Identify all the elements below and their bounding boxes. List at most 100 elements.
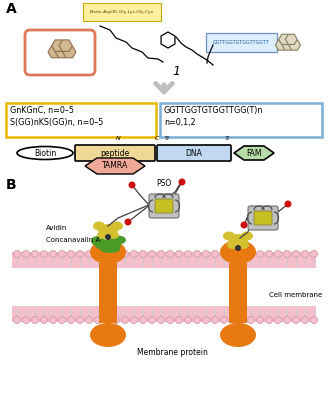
Ellipse shape — [100, 245, 120, 253]
Text: B: B — [6, 178, 17, 192]
Circle shape — [31, 250, 38, 258]
Polygon shape — [59, 40, 72, 52]
Circle shape — [178, 178, 186, 186]
Polygon shape — [279, 34, 291, 44]
Circle shape — [86, 316, 92, 324]
Polygon shape — [234, 146, 274, 160]
Circle shape — [113, 316, 119, 324]
FancyBboxPatch shape — [248, 206, 278, 230]
Circle shape — [175, 316, 182, 324]
Ellipse shape — [111, 222, 123, 230]
Circle shape — [256, 250, 263, 258]
Circle shape — [194, 316, 200, 324]
Circle shape — [58, 250, 66, 258]
Text: Biotin: Biotin — [34, 148, 56, 158]
Ellipse shape — [97, 231, 109, 239]
Text: A: A — [6, 2, 17, 16]
Circle shape — [235, 245, 241, 251]
Circle shape — [248, 316, 255, 324]
Ellipse shape — [228, 234, 248, 246]
FancyBboxPatch shape — [6, 103, 156, 137]
Polygon shape — [289, 40, 300, 50]
Polygon shape — [161, 32, 175, 48]
Ellipse shape — [227, 241, 239, 249]
Text: Concanavalin A: Concanavalin A — [46, 237, 100, 243]
Circle shape — [167, 250, 174, 258]
Circle shape — [23, 250, 30, 258]
Circle shape — [230, 250, 236, 258]
Circle shape — [220, 250, 228, 258]
Text: TAMRA: TAMRA — [102, 162, 128, 170]
Circle shape — [13, 250, 20, 258]
Ellipse shape — [95, 240, 121, 250]
Text: 3': 3' — [224, 136, 230, 141]
Circle shape — [301, 316, 309, 324]
Text: 5': 5' — [165, 136, 171, 141]
Circle shape — [167, 316, 174, 324]
Ellipse shape — [107, 231, 119, 239]
Circle shape — [76, 250, 84, 258]
Circle shape — [50, 250, 56, 258]
Circle shape — [202, 250, 210, 258]
Circle shape — [131, 250, 137, 258]
Circle shape — [94, 250, 101, 258]
Circle shape — [202, 316, 210, 324]
Circle shape — [293, 316, 299, 324]
Circle shape — [86, 250, 92, 258]
Circle shape — [175, 250, 182, 258]
Circle shape — [129, 182, 135, 188]
Ellipse shape — [93, 222, 105, 230]
Circle shape — [68, 250, 74, 258]
Ellipse shape — [110, 236, 126, 244]
FancyBboxPatch shape — [99, 263, 117, 323]
Circle shape — [238, 250, 245, 258]
Polygon shape — [48, 46, 61, 58]
FancyBboxPatch shape — [75, 145, 155, 161]
Circle shape — [283, 316, 291, 324]
Text: GGTTGGTGTGGTTGGTT: GGTTGGTGTGGTTGGTT — [213, 40, 270, 45]
Circle shape — [265, 250, 273, 258]
Circle shape — [265, 316, 273, 324]
FancyBboxPatch shape — [12, 252, 316, 268]
Circle shape — [40, 316, 48, 324]
Text: Cell membrane: Cell membrane — [269, 292, 322, 298]
FancyBboxPatch shape — [157, 145, 231, 161]
Ellipse shape — [237, 241, 249, 249]
Circle shape — [301, 250, 309, 258]
Polygon shape — [55, 46, 69, 58]
Ellipse shape — [91, 236, 105, 246]
FancyBboxPatch shape — [155, 199, 173, 213]
Circle shape — [256, 316, 263, 324]
Circle shape — [149, 316, 155, 324]
Ellipse shape — [220, 323, 256, 347]
Text: GGTTGGTGTGGTTGG(T)n
n=0,1,2: GGTTGGTGTGGTTGG(T)n n=0,1,2 — [164, 106, 263, 128]
Circle shape — [240, 222, 248, 228]
Ellipse shape — [220, 240, 256, 264]
Text: 1: 1 — [172, 65, 180, 78]
FancyBboxPatch shape — [149, 194, 179, 218]
Circle shape — [139, 316, 147, 324]
Circle shape — [293, 250, 299, 258]
Circle shape — [275, 316, 281, 324]
Circle shape — [121, 250, 129, 258]
Circle shape — [68, 316, 74, 324]
Ellipse shape — [98, 224, 118, 236]
Circle shape — [139, 250, 147, 258]
Circle shape — [76, 316, 84, 324]
Polygon shape — [282, 40, 294, 50]
Circle shape — [238, 316, 245, 324]
Circle shape — [31, 316, 38, 324]
Circle shape — [311, 316, 318, 324]
Circle shape — [58, 316, 66, 324]
Text: Membrane protein: Membrane protein — [136, 348, 207, 357]
Ellipse shape — [241, 232, 253, 240]
Circle shape — [23, 316, 30, 324]
Text: Biotin-Asp(8)-Gly-Lys-Gly-Cys: Biotin-Asp(8)-Gly-Lys-Gly-Cys — [90, 10, 154, 14]
Circle shape — [113, 250, 119, 258]
Ellipse shape — [223, 232, 235, 240]
Polygon shape — [276, 40, 287, 50]
Text: PSO: PSO — [156, 179, 172, 188]
Circle shape — [121, 316, 129, 324]
Text: C: C — [155, 136, 159, 141]
FancyBboxPatch shape — [160, 103, 322, 137]
